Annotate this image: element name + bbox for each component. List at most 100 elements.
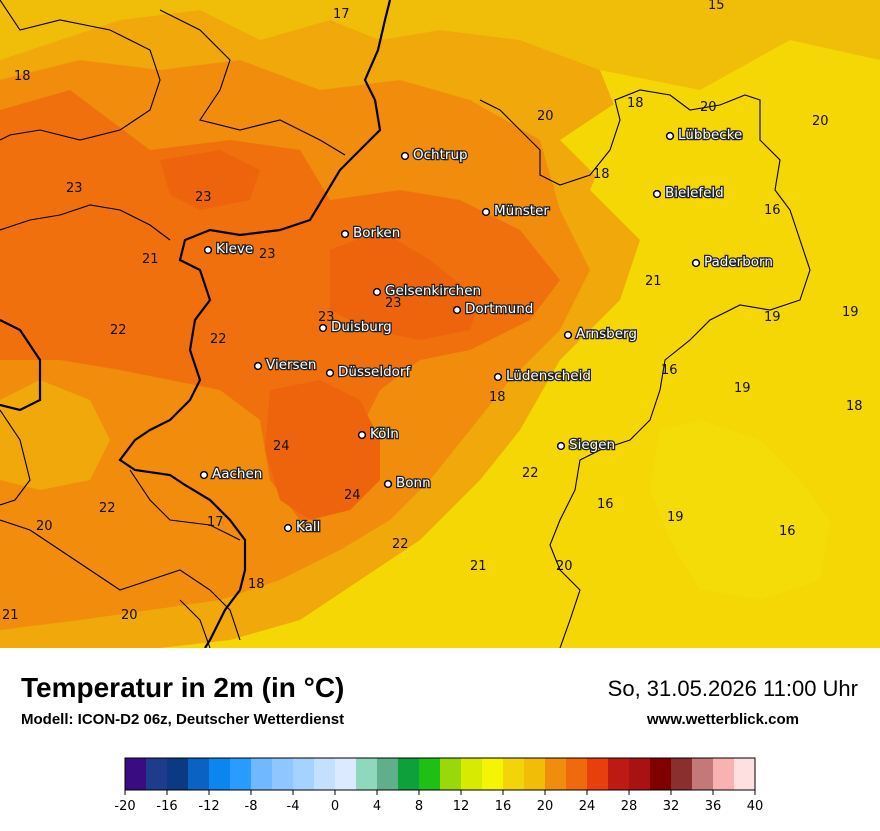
city-aachen[interactable]: Aachen [199,465,264,483]
city-luedenscheid[interactable]: Lüdenscheid [493,367,592,385]
color-scale-tick-label: -12 [198,799,219,814]
zone-24 [160,150,260,210]
city-arnsberg[interactable]: Arnsberg [563,325,638,343]
city-siegen[interactable]: Siegen [556,436,616,454]
city-label: Kall [296,519,320,535]
city-bielefeld[interactable]: Bielefeld [652,184,725,202]
city-duesseldorf[interactable]: Düsseldorf [325,363,413,381]
model-source: Modell: ICON-D2 06z, Deutscher Wetterdie… [21,711,345,728]
city-label: Lübbecke [678,127,742,143]
city-dot [340,229,350,239]
color-scale-cell [272,758,294,790]
color-scale-cell [146,758,168,790]
color-scale-tick-label: -8 [245,799,258,814]
city-dortmund[interactable]: Dortmund [452,300,535,318]
color-scale-tick-label: -4 [287,799,300,814]
temperature-label: 23 [66,181,83,196]
temperature-label: 24 [273,439,290,454]
temperature-label: 21 [645,274,662,289]
color-scale-tick-label: 16 [495,799,512,814]
color-scale-tick-label: 40 [747,799,764,814]
temperature-map: 17 15 18 18 20 20 20 23 23 18 16 21 23 2… [0,0,880,648]
city-dot [556,441,566,451]
temperature-label: 17 [333,7,350,22]
color-scale-cell [650,758,672,790]
city-label: Köln [370,426,399,442]
color-scale-cell [461,758,483,790]
temperature-label: 22 [392,537,409,552]
website-link[interactable]: www.wetterblick.com [647,711,799,728]
color-scale-cell [440,758,462,790]
city-dot [400,151,410,161]
city-kall[interactable]: Kall [283,518,322,536]
color-scale-cell [251,758,273,790]
color-scale-tick-label: 20 [537,799,554,814]
temperature-label: 20 [537,109,554,124]
city-dot [372,287,382,297]
city-luebbecke[interactable]: Lübbecke [665,126,744,144]
color-scale-tick-label: 4 [373,799,381,814]
city-label: Bonn [396,475,431,491]
map-footer: Temperatur in 2m (in °C) Modell: ICON-D2… [0,648,880,830]
temperature-label: 22 [210,332,227,347]
city-koeln[interactable]: Köln [357,425,400,443]
state-border [0,0,811,648]
temperature-labels: 17 15 18 18 20 20 20 23 23 18 16 21 23 2… [2,0,863,623]
temperature-label: 21 [2,608,19,623]
zone-24 [265,380,380,520]
city-viersen[interactable]: Viersen [253,356,318,374]
color-scale-tick-label: -16 [156,799,177,814]
city-dot [383,479,393,489]
city-label: Dortmund [465,301,533,317]
color-scale-cell [209,758,231,790]
city-dot [357,430,367,440]
zone-21-southwest [0,380,110,490]
city-label: Bielefeld [665,185,724,201]
color-scale-cell [377,758,399,790]
temperature-label: 22 [99,501,116,516]
city-paderborn[interactable]: Paderborn [691,253,774,271]
city-muenster[interactable]: Münster [481,202,551,220]
city-dot [563,330,573,340]
temperature-label: 20 [121,608,138,623]
color-scale-cell [335,758,357,790]
temperature-label: 23 [318,310,335,325]
temperature-label: 20 [36,519,53,534]
city-label: Paderborn [704,254,773,270]
color-scale-cell [587,758,609,790]
city-dot [325,368,335,378]
city-dot [481,207,491,217]
color-scale-cell [188,758,210,790]
city-dot [665,131,675,141]
city-label: Borken [353,225,400,241]
map-canvas: 17 15 18 18 20 20 20 23 23 18 16 21 23 2… [0,0,880,648]
city-borken[interactable]: Borken [340,224,402,242]
city-label: Ochtrup [413,147,468,163]
color-scale-svg: -20 -16 -12 -8 -4 0 4 8 12 16 20 24 28 32 36 40 [114,757,764,814]
color-scale-tick-label: 0 [331,799,339,814]
city-kleve[interactable]: Kleve [203,240,255,258]
city-bonn[interactable]: Bonn [383,474,432,492]
temperature-label: 16 [764,203,781,218]
temperature-label: 18 [248,577,265,592]
city-ochtrup[interactable]: Ochtrup [400,146,469,164]
color-scale-cell [482,758,504,790]
temperature-label: 22 [522,466,539,481]
color-scale-cell [314,758,336,790]
temperature-label: 19 [734,381,751,396]
temperature-label: 24 [344,488,361,503]
color-scale-tick-label: -20 [115,799,136,814]
color-scale-frame [124,757,756,791]
city-gelsenkirchen[interactable]: Gelsenkirchen [372,282,482,300]
city-label: Lüdenscheid [506,368,591,384]
map-title: Temperatur in 2m (in °C) [21,672,345,703]
color-scale-cell [734,758,756,790]
zone-16 [650,420,830,600]
city-label: Münster [494,203,549,219]
city-duisburg[interactable]: Duisburg [318,318,393,336]
city-label: Gelsenkirchen [385,283,481,299]
country-border [0,0,392,648]
city-markers: Ochtrup Lübbecke Bielefeld Münster Borke… [199,126,774,536]
temperature-label: 18 [14,69,31,84]
city-label: Arnsberg [576,326,637,342]
